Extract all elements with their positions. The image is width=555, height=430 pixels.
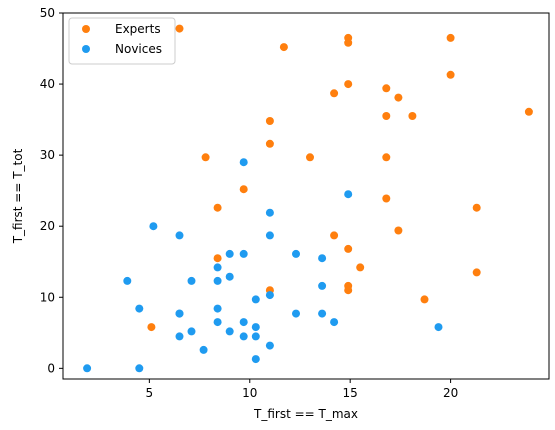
- data-point-novices: [187, 327, 196, 336]
- data-point-novices: [251, 355, 260, 364]
- x-axis-ticks: 5 10 15 20: [146, 379, 458, 400]
- data-point-novices: [292, 249, 300, 258]
- data-point-novices: [318, 254, 327, 263]
- data-point-novices: [199, 345, 208, 354]
- data-point-novices: [175, 332, 184, 341]
- data-point-experts: [356, 263, 365, 272]
- data-point-novices: [213, 318, 222, 327]
- x-tick-label: 20: [443, 386, 458, 400]
- data-point-experts: [472, 203, 481, 212]
- data-point-experts: [382, 153, 391, 162]
- y-tick-label: 40: [40, 77, 55, 91]
- x-axis-label: T_first == T_max: [253, 407, 358, 421]
- data-point-novices: [265, 341, 274, 350]
- data-point-novices: [213, 263, 222, 272]
- data-point-novices: [265, 291, 274, 300]
- legend-marker-novices: [82, 45, 90, 53]
- y-tick-label: 50: [40, 6, 55, 20]
- data-point-novices: [225, 327, 234, 336]
- data-point-novices: [149, 222, 158, 231]
- data-point-experts: [446, 70, 455, 79]
- data-point-novices: [213, 276, 222, 285]
- data-point-novices: [225, 249, 234, 258]
- data-point-novices: [239, 318, 248, 327]
- data-point-experts: [382, 84, 391, 93]
- data-point-experts: [344, 244, 353, 253]
- legend-label-novices: Novices: [115, 42, 162, 56]
- data-point-experts: [408, 112, 417, 120]
- data-point-novices: [251, 295, 260, 304]
- data-point-experts: [213, 254, 222, 263]
- x-tick-label: 10: [242, 386, 257, 400]
- data-point-novices: [239, 158, 248, 167]
- data-point-experts: [420, 295, 429, 304]
- data-point-novices: [251, 332, 260, 341]
- data-point-novices: [265, 231, 274, 240]
- data-point-experts: [472, 268, 481, 277]
- data-point-novices: [187, 276, 196, 285]
- data-point-experts: [265, 117, 274, 125]
- y-tick-label: 0: [47, 361, 55, 375]
- data-point-experts: [330, 89, 339, 98]
- data-point-experts: [524, 107, 533, 116]
- data-points: [83, 24, 533, 373]
- data-point-experts: [394, 226, 403, 235]
- data-point-experts: [213, 203, 222, 212]
- data-point-novices: [330, 318, 339, 327]
- data-point-novices: [175, 231, 184, 240]
- data-point-novices: [292, 309, 300, 318]
- data-point-novices: [135, 364, 144, 373]
- y-axis-ticks: 0 10 20 30 40 50: [40, 6, 63, 375]
- data-point-experts: [344, 33, 353, 42]
- data-point-novices: [135, 304, 144, 313]
- data-point-experts: [446, 33, 455, 42]
- data-point-novices: [239, 249, 248, 258]
- data-point-experts: [201, 153, 210, 162]
- plot-frame: [62, 12, 550, 380]
- data-point-experts: [279, 43, 288, 52]
- data-point-experts: [306, 153, 314, 162]
- x-tick-label: 5: [146, 386, 154, 400]
- data-point-experts: [344, 80, 353, 89]
- data-point-experts: [382, 194, 391, 203]
- data-point-experts: [147, 323, 156, 332]
- data-point-novices: [265, 208, 274, 217]
- legend-label-experts: Experts: [115, 22, 161, 36]
- data-point-experts: [330, 231, 339, 240]
- data-point-novices: [251, 323, 260, 332]
- data-point-experts: [265, 139, 274, 148]
- data-point-novices: [434, 323, 443, 332]
- data-point-novices: [175, 309, 184, 318]
- legend-box: [68, 17, 176, 65]
- data-point-experts: [394, 93, 403, 102]
- data-point-novices: [344, 190, 353, 199]
- data-point-novices: [83, 364, 92, 373]
- data-point-novices: [318, 309, 327, 318]
- data-point-novices: [239, 332, 248, 341]
- data-point-novices: [225, 272, 234, 281]
- x-tick-label: 15: [343, 386, 358, 400]
- data-point-experts: [239, 185, 248, 194]
- y-tick-label: 10: [40, 290, 55, 304]
- legend: Experts Novices: [68, 17, 176, 65]
- data-point-experts: [344, 281, 353, 290]
- data-point-novices: [213, 304, 222, 313]
- y-axis-label: T_first == T_tot: [11, 148, 25, 244]
- data-point-experts: [175, 24, 184, 33]
- legend-marker-experts: [82, 25, 90, 33]
- data-point-novices: [123, 276, 132, 285]
- y-tick-label: 30: [40, 148, 55, 162]
- data-point-novices: [318, 281, 327, 290]
- y-tick-label: 20: [40, 219, 55, 233]
- data-point-experts: [382, 112, 391, 120]
